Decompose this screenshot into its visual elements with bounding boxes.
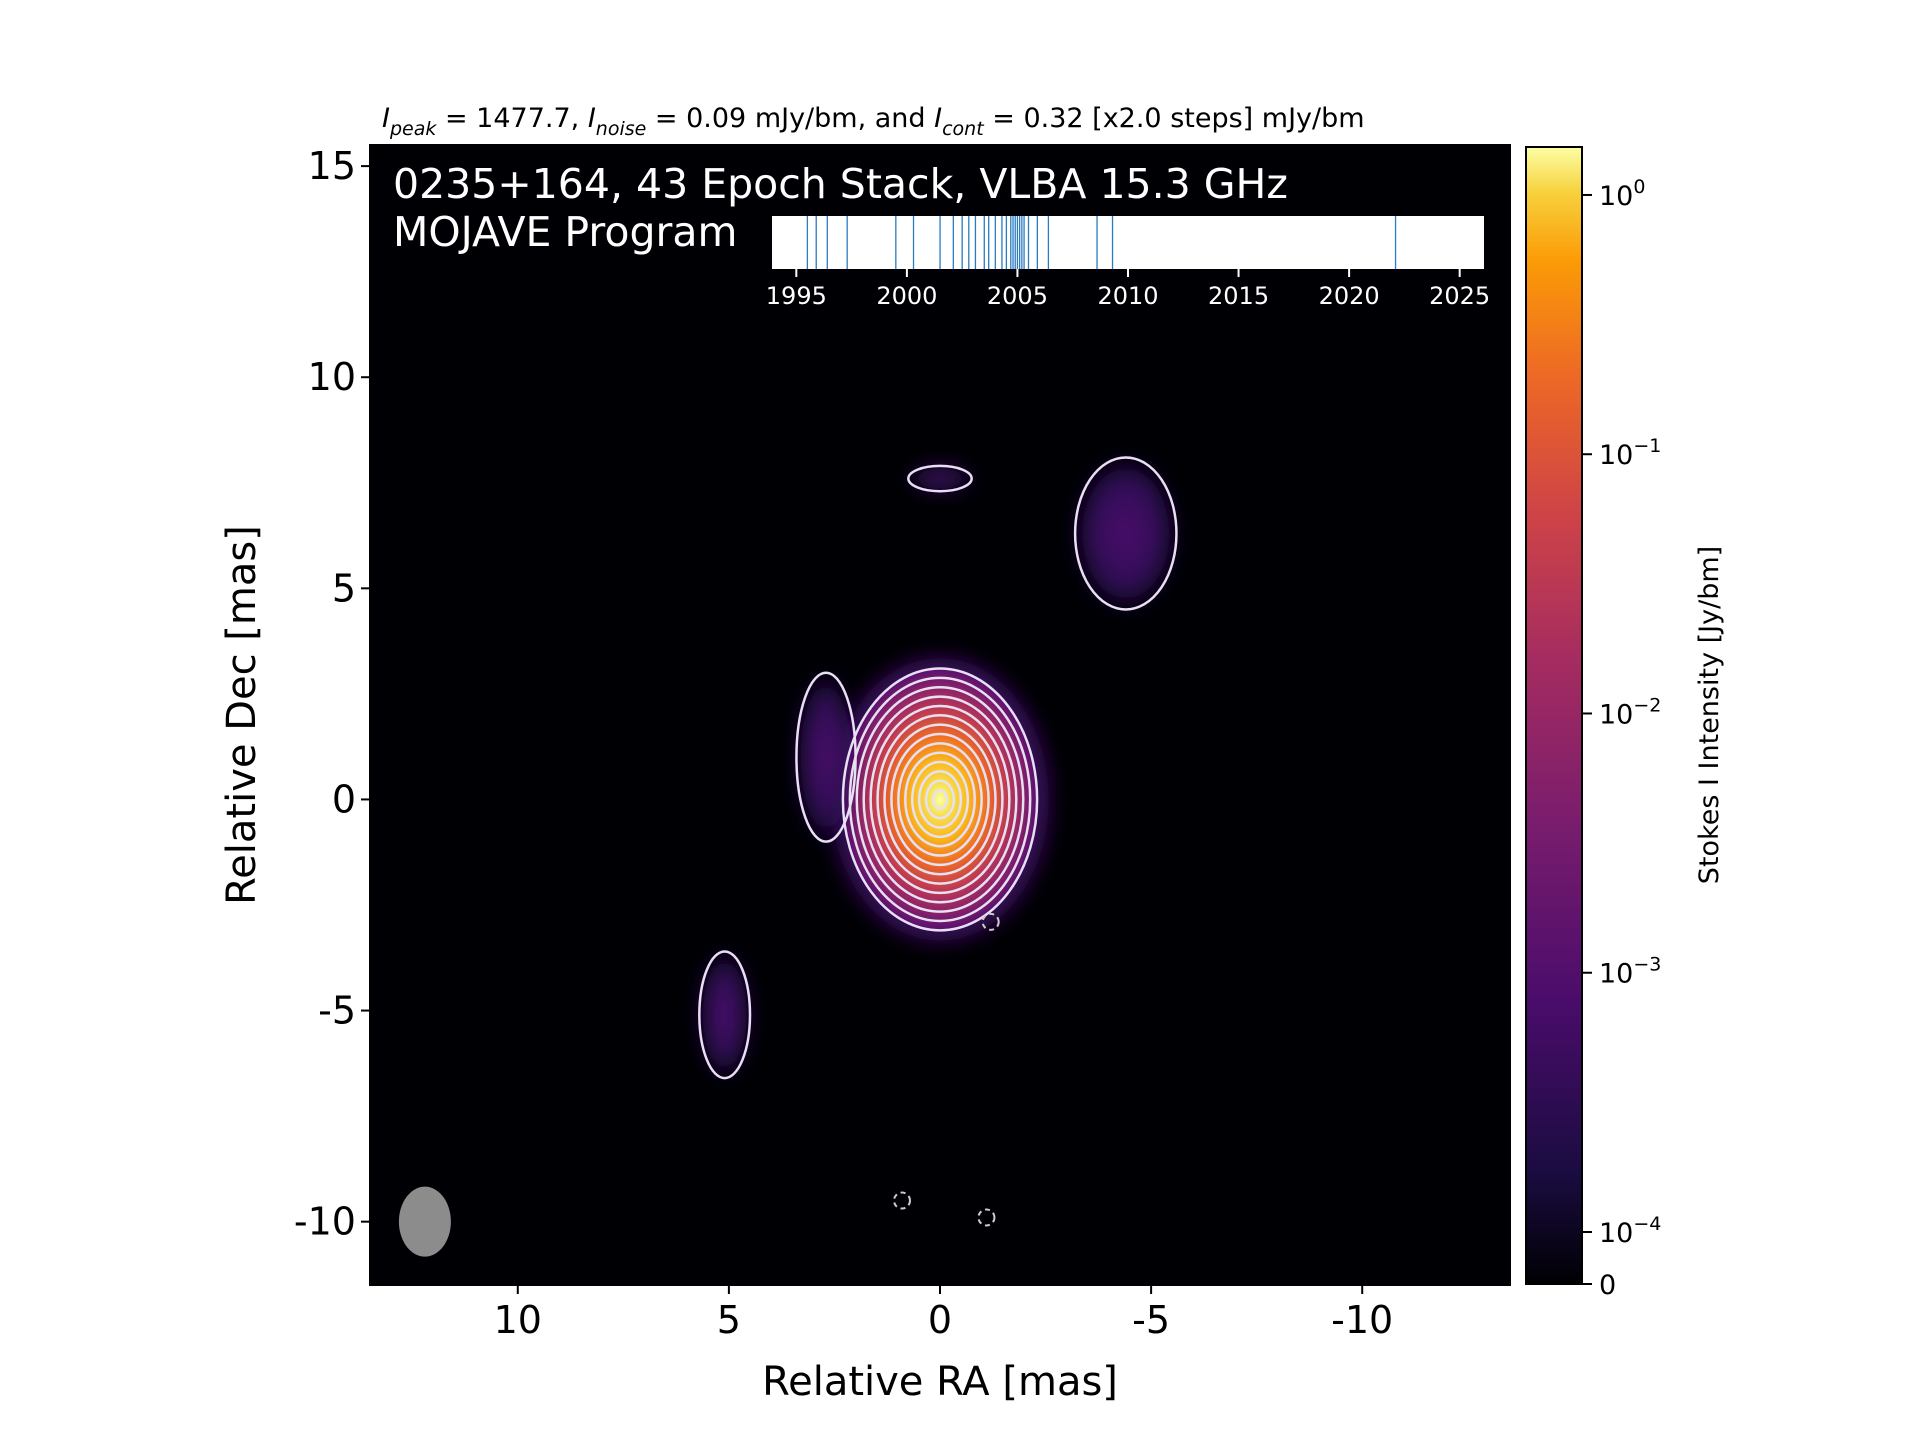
northwest-blob-contour <box>1073 456 1178 611</box>
colorbar-tick-label: 10−3 <box>1599 954 1661 990</box>
core-contour <box>890 732 990 867</box>
y-tick-label: -10 <box>294 1200 356 1244</box>
beam-ellipse <box>398 1186 451 1257</box>
north-blob-contour <box>907 464 973 493</box>
timeline-tick-label: 2010 <box>1097 282 1158 310</box>
timeline-tick-label: 2020 <box>1319 282 1380 310</box>
epoch-timeline: 1995 2000 2005 2010 2015 2020 2025 <box>766 216 1490 310</box>
core-contour <box>924 779 956 820</box>
core-contour <box>904 751 976 848</box>
colorbar-tick-label: 10−4 <box>1599 1213 1661 1249</box>
core-contour <box>931 788 949 811</box>
contour-layer <box>698 456 1178 1227</box>
core-contour <box>855 686 1025 913</box>
core-contour <box>876 714 1004 885</box>
timeline-ticks: 1995 2000 2005 2010 2015 2020 2025 <box>766 269 1490 310</box>
x-tick-label: -10 <box>1331 1298 1393 1342</box>
colorbar-ticks: 100 10−1 10−2 10−3 10−4 0 <box>1582 176 1661 1301</box>
timeline-tick-label: 2015 <box>1208 282 1269 310</box>
east-arc-emission <box>794 668 858 846</box>
x-axis-label: Relative RA [mas] <box>762 1359 1118 1405</box>
colorbar: 100 10−1 10−2 10−3 10−4 0 Stokes I Intensity … <box>1525 146 1725 1301</box>
y-tick-label: -5 <box>318 989 356 1033</box>
core-contour <box>911 760 969 839</box>
core-contour <box>862 695 1018 904</box>
x-tick-label: 0 <box>928 1298 952 1342</box>
overlay-title: 0235+164, 43 Epoch Stack, VLBA 15.3 GHz <box>393 160 1288 208</box>
image-panel <box>369 144 1511 1286</box>
southeast-blob-emission <box>698 948 752 1082</box>
y-tick-label: 5 <box>332 566 356 610</box>
image-stats-header: Ipeak = 1477.7, Inoise = 0.09 mJy/bm, an… <box>382 103 1365 140</box>
x-axis-ticks: 10 5 0 -5 -10 <box>494 1285 1393 1342</box>
southeast-blob-contour <box>698 950 752 1080</box>
y-tick-label: 15 <box>308 144 356 188</box>
timeline-box <box>772 216 1484 269</box>
timeline-tick-label: 2025 <box>1429 282 1490 310</box>
core-contour <box>841 667 1039 932</box>
overlay-subtitle: MOJAVE Program <box>393 208 737 256</box>
timeline-tick-label: 1995 <box>766 282 827 310</box>
north-blob-emission <box>906 465 974 492</box>
colorbar-tick-label: 10−2 <box>1599 694 1661 730</box>
timeline-tick-label: 2000 <box>876 282 937 310</box>
colorbar-gradient <box>1525 146 1583 1285</box>
core-contour <box>917 770 963 829</box>
core-contour <box>883 723 997 876</box>
x-tick-label: -5 <box>1132 1298 1170 1342</box>
northwest-blob-emission <box>1072 453 1179 614</box>
y-tick-label: 0 <box>332 777 356 821</box>
east-arc-contour <box>795 671 857 843</box>
timeline-tick-label: 2005 <box>987 282 1048 310</box>
colorbar-tick-label: 100 <box>1599 176 1645 212</box>
colorbar-tick-label: 10−1 <box>1599 435 1661 471</box>
colorbar-tick-label: 0 <box>1599 1270 1616 1301</box>
y-axis-label: Relative Dec [mas] <box>219 525 265 905</box>
negative-contour <box>893 1191 911 1210</box>
timeline-epoch-lines <box>806 216 1397 269</box>
colorbar-label: Stokes I Intensity [Jy/bm] <box>1694 546 1725 884</box>
negative-contour <box>981 912 1000 931</box>
core-contour <box>848 676 1032 923</box>
negative-contour <box>977 1208 996 1227</box>
x-tick-label: 5 <box>717 1298 741 1342</box>
core-contour <box>869 704 1011 895</box>
core-contour <box>897 742 983 857</box>
y-tick-label: 10 <box>308 355 356 399</box>
y-axis-ticks: 15 10 5 0 -5 -10 <box>294 144 370 1244</box>
x-tick-label: 10 <box>494 1298 542 1342</box>
